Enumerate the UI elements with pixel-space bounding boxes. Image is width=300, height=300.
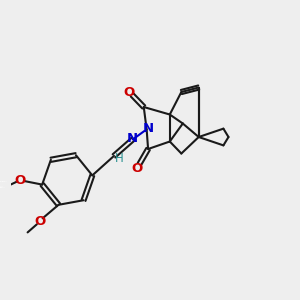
Text: methoxy: methoxy — [0, 185, 4, 187]
Text: O: O — [34, 215, 45, 228]
Text: N: N — [142, 122, 154, 135]
Text: methoxy: methoxy — [0, 187, 4, 188]
Text: H: H — [115, 152, 124, 165]
Text: methoxy: methoxy — [0, 187, 6, 188]
Text: N: N — [127, 132, 138, 145]
Text: O: O — [15, 174, 26, 187]
Text: O: O — [131, 162, 143, 175]
Text: methoxy: methoxy — [2, 181, 8, 182]
Text: methoxy: methoxy — [0, 180, 6, 181]
Text: O: O — [123, 85, 134, 98]
